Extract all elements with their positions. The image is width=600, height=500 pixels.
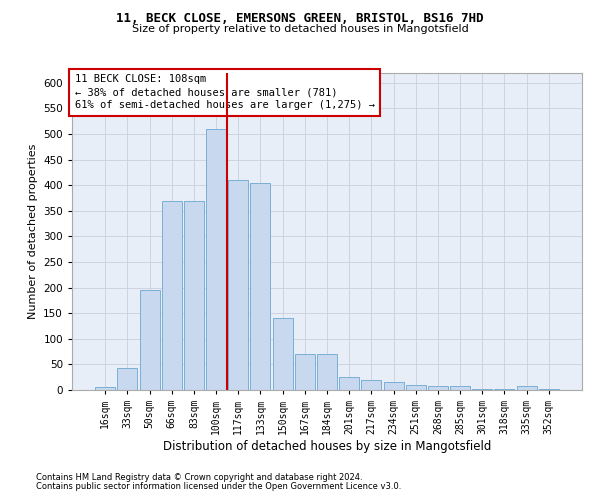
Bar (406, 385, 426, 390)
Bar (206, 129, 226, 390)
Bar (272, 318, 293, 390)
Text: 11 BECK CLOSE: 108sqm
← 38% of detached houses are smaller (781)
61% of semi-det: 11 BECK CLOSE: 108sqm ← 38% of detached … (74, 74, 374, 110)
Bar (539, 389, 559, 390)
Bar (450, 386, 470, 390)
Y-axis label: Number of detached properties: Number of detached properties (28, 144, 38, 319)
X-axis label: Distribution of detached houses by size in Mangotsfield: Distribution of detached houses by size … (163, 440, 491, 453)
Bar (162, 200, 182, 390)
Bar (517, 386, 536, 390)
Bar (428, 386, 448, 390)
Bar (118, 368, 137, 390)
Bar (383, 382, 404, 390)
Bar (140, 290, 160, 390)
Text: 11, BECK CLOSE, EMERSONS GREEN, BRISTOL, BS16 7HD: 11, BECK CLOSE, EMERSONS GREEN, BRISTOL,… (116, 12, 484, 26)
Bar (184, 200, 204, 390)
Bar (339, 377, 359, 390)
Bar (361, 380, 382, 390)
Bar (95, 388, 115, 390)
Bar (494, 389, 514, 390)
Bar (295, 354, 315, 390)
Text: Size of property relative to detached houses in Mangotsfield: Size of property relative to detached ho… (131, 24, 469, 34)
Bar (472, 389, 492, 390)
Text: Contains public sector information licensed under the Open Government Licence v3: Contains public sector information licen… (36, 482, 401, 491)
Bar (317, 354, 337, 390)
Bar (228, 180, 248, 390)
Bar (250, 182, 271, 390)
Text: Contains HM Land Registry data © Crown copyright and database right 2024.: Contains HM Land Registry data © Crown c… (36, 474, 362, 482)
